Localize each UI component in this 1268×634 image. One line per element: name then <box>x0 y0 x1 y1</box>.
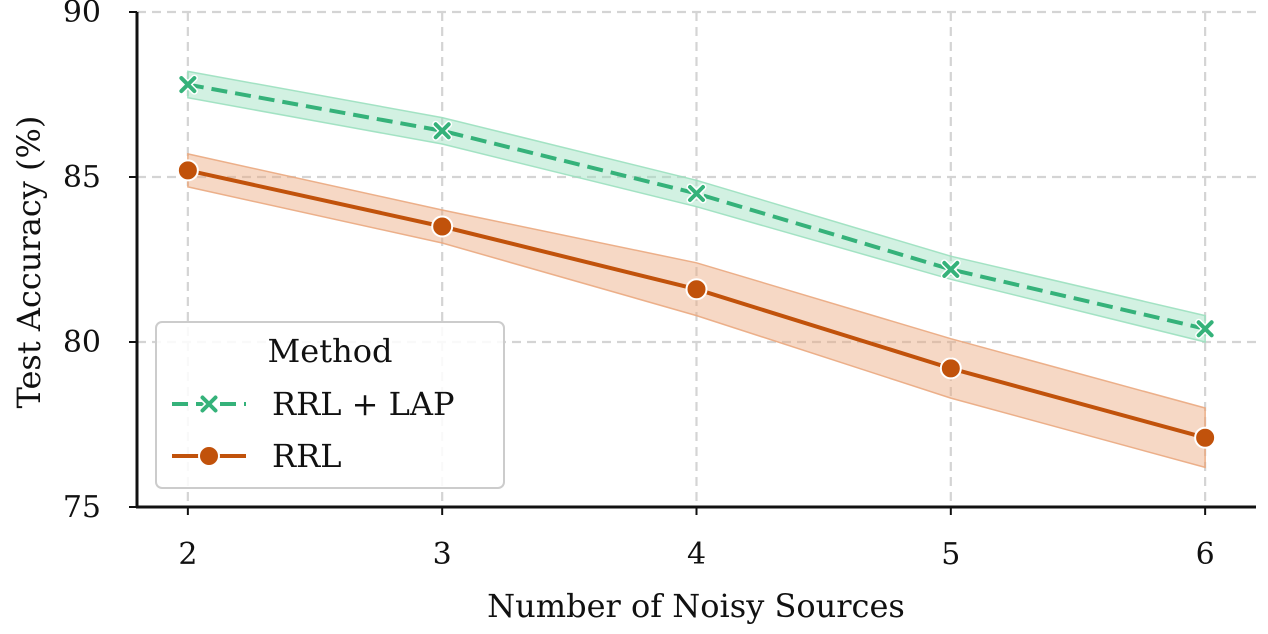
x-tick-label: 2 <box>178 537 197 572</box>
data-point <box>432 120 453 141</box>
y-tick-label: 90 <box>63 0 101 30</box>
data-point <box>176 159 199 182</box>
legend-entry: RRL <box>172 437 341 475</box>
legend-title: Method <box>268 332 393 370</box>
data-point <box>685 278 708 301</box>
legend-label: RRL + LAP <box>272 385 454 423</box>
data-point <box>177 74 198 95</box>
axes <box>129 11 1256 515</box>
x-tick-label: 3 <box>433 537 452 572</box>
legend-label: RRL <box>272 437 341 475</box>
data-point <box>939 357 962 380</box>
x-axis-title: Number of Noisy Sources <box>487 587 905 625</box>
series-line-0 <box>187 82 1206 331</box>
data-point <box>1194 426 1217 449</box>
legend-entries: RRL + LAP RRL <box>172 385 454 475</box>
data-point <box>940 259 961 280</box>
legend-marker <box>199 394 219 414</box>
data-point <box>1195 318 1216 339</box>
tick-labels: 75 80 85 90 2 3 4 5 6 <box>63 0 1215 572</box>
y-axis-title: Test Accuracy (%) <box>10 116 48 409</box>
legend-entry: RRL + LAP <box>172 385 454 423</box>
y-tick-label: 75 <box>63 490 101 525</box>
x-tick-label: 5 <box>941 537 960 572</box>
y-tick-label: 80 <box>63 325 101 360</box>
legend-box <box>155 321 505 489</box>
series-markers <box>176 74 1217 449</box>
x-tick-label: 6 <box>1196 537 1215 572</box>
legend-marker <box>198 445 220 467</box>
data-point <box>431 215 454 238</box>
y-tick-label: 85 <box>63 160 101 195</box>
legend: Method RRL + LAP RRL <box>155 321 505 489</box>
data-point <box>686 183 707 204</box>
confidence-band-0 <box>187 70 1206 343</box>
x-tick-label: 4 <box>687 537 706 572</box>
